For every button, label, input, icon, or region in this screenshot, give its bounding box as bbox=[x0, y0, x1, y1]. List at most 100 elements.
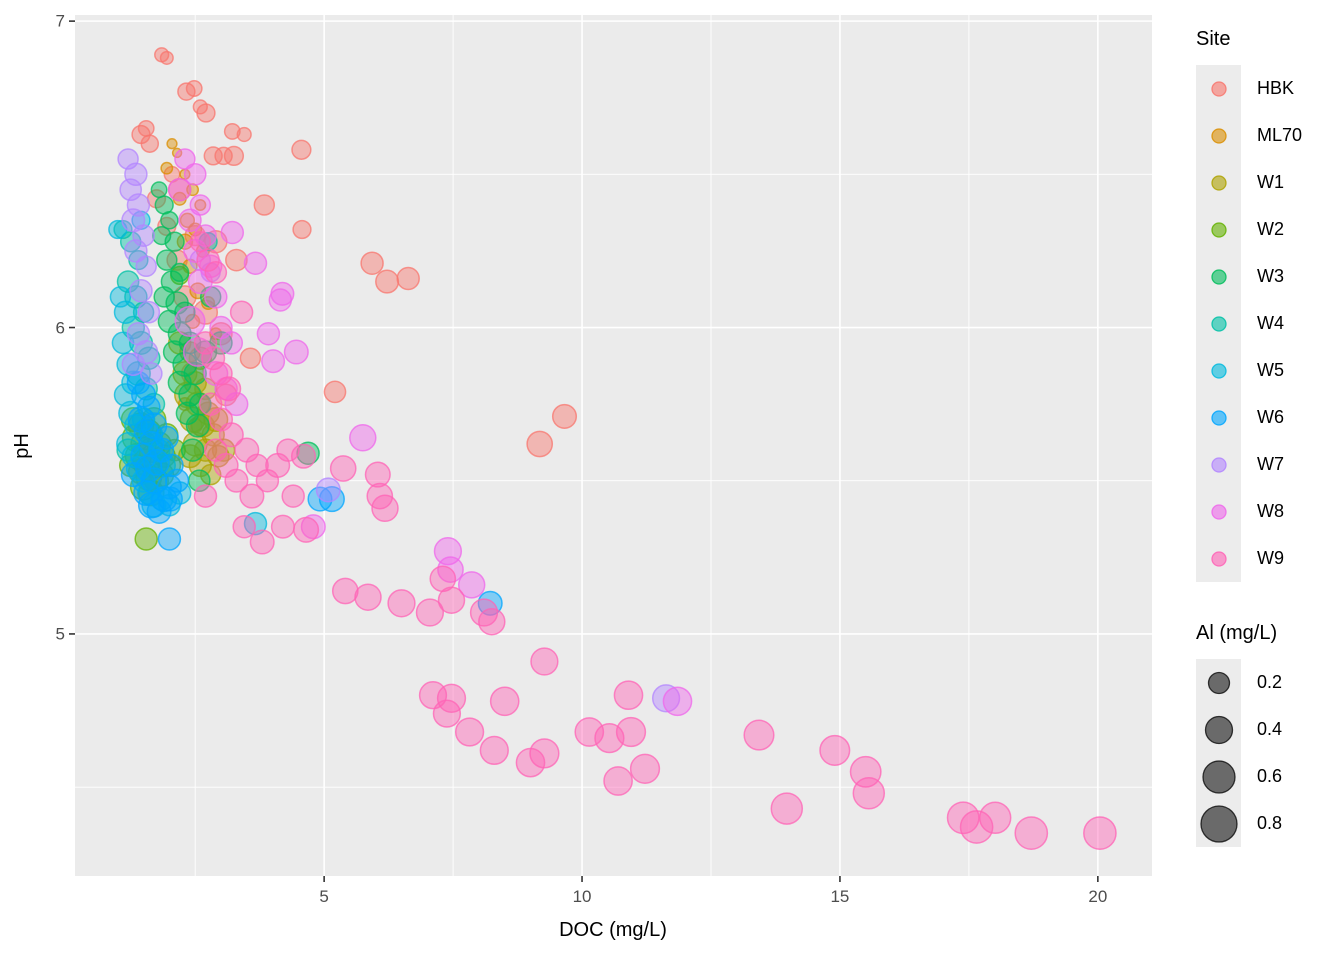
data-point-W3 bbox=[156, 249, 178, 271]
data-point-W2 bbox=[134, 527, 158, 551]
data-point-W9 bbox=[232, 514, 256, 539]
data-point-W8 bbox=[219, 331, 244, 355]
data-point-W8 bbox=[174, 305, 206, 337]
data-point-W9 bbox=[270, 514, 295, 539]
data-point-W4 bbox=[113, 219, 133, 240]
data-point-W9 bbox=[329, 455, 357, 482]
legend-item-label: W5 bbox=[1257, 360, 1284, 380]
size-legend-item-0.8: 0.8 bbox=[1196, 800, 1342, 847]
data-point-W7 bbox=[129, 279, 153, 303]
legend-point-icon bbox=[1210, 221, 1227, 238]
legend-point-icon bbox=[1210, 315, 1227, 332]
plot-panel bbox=[75, 15, 1152, 876]
data-point-W3 bbox=[185, 413, 210, 438]
legend-item-label: W9 bbox=[1257, 548, 1284, 568]
data-point-HBK bbox=[203, 146, 223, 166]
data-point-W9 bbox=[429, 565, 457, 593]
x-tick-label: 5 bbox=[319, 887, 329, 906]
data-point-W3 bbox=[180, 438, 205, 462]
legend-point-icon bbox=[1210, 80, 1227, 97]
size-point-icon bbox=[1199, 804, 1238, 843]
data-point-W9 bbox=[193, 484, 218, 508]
legend-item-W4: W4 bbox=[1196, 300, 1342, 347]
legend-item-W5: W5 bbox=[1196, 347, 1342, 394]
data-point-W9 bbox=[276, 438, 300, 462]
data-point-ML70 bbox=[160, 161, 174, 175]
data-point-W9 bbox=[371, 494, 399, 523]
legend-key-swatch bbox=[1196, 253, 1241, 300]
data-point-W9 bbox=[331, 577, 359, 605]
data-point-W3 bbox=[157, 309, 182, 334]
data-point-W8 bbox=[183, 162, 207, 186]
legend-item-W9: W9 bbox=[1196, 535, 1342, 582]
data-point-W3 bbox=[152, 225, 172, 246]
data-point-HBK bbox=[292, 219, 312, 240]
size-legend-label: 0.8 bbox=[1257, 813, 1283, 833]
size-legend-swatch bbox=[1196, 659, 1241, 706]
y-axis-title: pH bbox=[11, 433, 33, 459]
legend-item-W8: W8 bbox=[1196, 488, 1342, 535]
data-point-W9 bbox=[613, 680, 644, 711]
data-point-ML70 bbox=[166, 138, 178, 150]
data-point-W9 bbox=[574, 717, 605, 747]
data-point-W9 bbox=[364, 461, 391, 488]
data-point-W9 bbox=[201, 346, 226, 371]
data-point-W6 bbox=[160, 453, 184, 478]
data-point-W9 bbox=[193, 331, 218, 355]
legend-item-label: W8 bbox=[1257, 501, 1284, 521]
data-point-W6 bbox=[143, 449, 170, 476]
data-point-W9 bbox=[852, 777, 886, 810]
data-point-W9 bbox=[415, 598, 445, 627]
size-legend-label: 0.6 bbox=[1257, 766, 1283, 786]
data-point-W9 bbox=[208, 407, 234, 432]
x-axis-title: DOC (mg/L) bbox=[559, 919, 667, 941]
legend-key-swatch bbox=[1196, 159, 1241, 206]
legend-item-label: HBK bbox=[1257, 78, 1295, 98]
data-point-W6 bbox=[120, 462, 146, 488]
data-point-W8 bbox=[220, 220, 245, 245]
data-point-HBK bbox=[223, 145, 245, 167]
data-point-W5 bbox=[116, 352, 140, 377]
data-point-W8 bbox=[283, 339, 309, 365]
legend-point-icon bbox=[1210, 127, 1227, 144]
size-legend-label: 0.4 bbox=[1257, 719, 1283, 739]
data-point-W9 bbox=[249, 529, 275, 555]
size-legend-item-0.4: 0.4 bbox=[1196, 706, 1342, 753]
size-legend-items: 0.2 0.4 0.6 0.8 bbox=[1196, 659, 1342, 847]
data-point-HBK bbox=[239, 347, 262, 369]
data-point-W9 bbox=[1083, 816, 1117, 850]
data-point-W3 bbox=[175, 401, 200, 426]
size-legend-label: 0.2 bbox=[1257, 672, 1283, 692]
legend-key-swatch bbox=[1196, 112, 1241, 159]
data-point-W3 bbox=[150, 181, 168, 199]
data-point-W6 bbox=[318, 486, 345, 513]
data-point-W3 bbox=[170, 262, 190, 283]
data-point-W9 bbox=[224, 468, 249, 493]
legend-point-icon bbox=[1210, 268, 1227, 285]
data-point-W6 bbox=[157, 527, 182, 551]
data-point-W9 bbox=[469, 598, 499, 627]
legend-item-W3: W3 bbox=[1196, 253, 1342, 300]
data-point-W9 bbox=[229, 300, 254, 324]
data-point-W8 bbox=[662, 686, 693, 717]
data-point-W3 bbox=[160, 211, 179, 230]
data-point-HBK bbox=[223, 122, 241, 140]
data-point-W9 bbox=[196, 248, 220, 272]
data-point-HBK bbox=[185, 80, 203, 97]
size-point-icon bbox=[1207, 671, 1230, 694]
legend-item-label: W1 bbox=[1257, 172, 1284, 192]
data-point-HBK bbox=[396, 266, 420, 291]
legend-key-swatch bbox=[1196, 206, 1241, 253]
data-point-W7 bbox=[126, 193, 151, 217]
legend-key-swatch bbox=[1196, 300, 1241, 347]
data-point-W7 bbox=[137, 300, 161, 324]
data-point-ML70 bbox=[184, 313, 201, 330]
legend-item-W6: W6 bbox=[1196, 394, 1342, 441]
legend-point-icon bbox=[1210, 503, 1227, 520]
legend-item-label: W2 bbox=[1257, 219, 1284, 239]
legend-item-label: W4 bbox=[1257, 313, 1284, 333]
data-point-W9 bbox=[436, 683, 467, 713]
data-point-HBK bbox=[214, 146, 233, 166]
